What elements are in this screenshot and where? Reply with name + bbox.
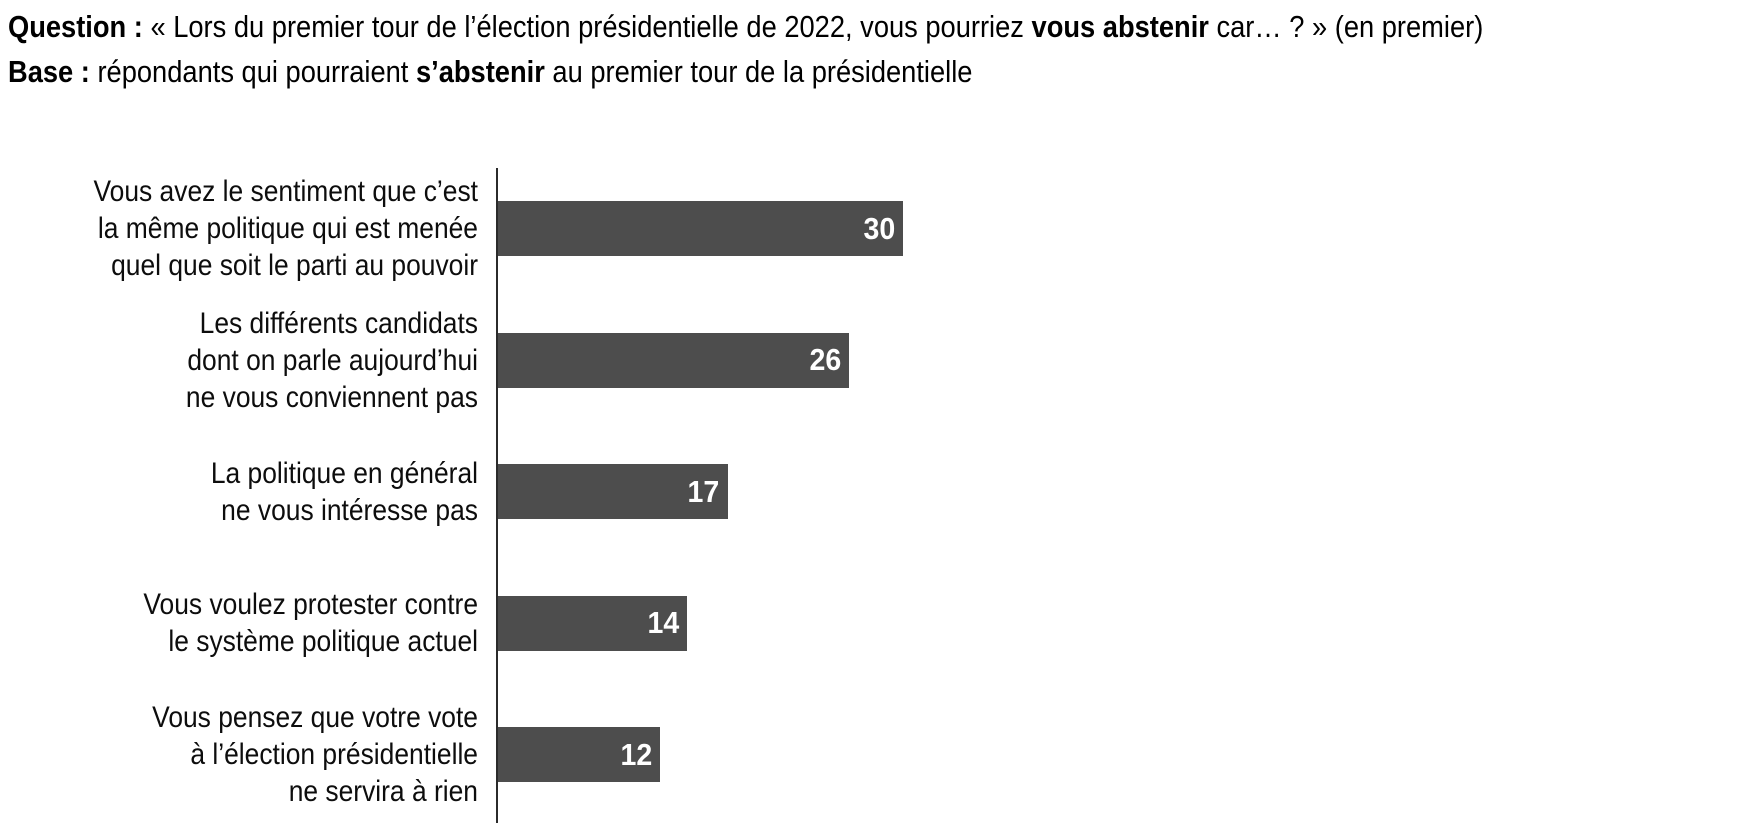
bar-value-label: 30 bbox=[862, 210, 895, 246]
bar: 14 bbox=[498, 595, 687, 651]
category-label: Vous avez le sentiment que c’est la même … bbox=[93, 175, 479, 283]
bar-value-label: 12 bbox=[619, 736, 652, 772]
category-label: Les différents candidats dont on parle au… bbox=[185, 306, 479, 414]
base-line: Base : répondants qui pourraient s’abste… bbox=[8, 49, 1483, 94]
base-bold-phrase: s’abstenir bbox=[415, 54, 545, 89]
y-axis-line bbox=[496, 168, 498, 823]
category-label: Vous voulez protester contre le système p… bbox=[143, 588, 478, 659]
bar-row: La politique en général ne vous intéresse… bbox=[0, 426, 1750, 558]
bar: 17 bbox=[498, 464, 728, 520]
bar-row: Vous pensez que votre vote à l’élection p… bbox=[0, 689, 1750, 821]
base-text: répondants qui pourraient bbox=[89, 54, 416, 89]
category-label: La politique en général ne vous intéresse… bbox=[210, 456, 479, 527]
base-text-end: au premier tour de la présidentielle bbox=[544, 54, 973, 89]
category-label: Vous pensez que votre vote à l’élection p… bbox=[152, 701, 478, 809]
bar: 30 bbox=[498, 201, 903, 257]
question-label: Question : bbox=[8, 9, 143, 44]
bar-value-label: 14 bbox=[646, 605, 679, 641]
question-bold-phrase: vous abstenir bbox=[1031, 9, 1209, 44]
bar: 12 bbox=[498, 727, 660, 783]
bar-row: Vous voulez protester contre le système p… bbox=[0, 558, 1750, 690]
question-line: Question : « Lors du premier tour de l’é… bbox=[8, 4, 1483, 49]
bar: 26 bbox=[498, 332, 849, 388]
bar-value-label: 26 bbox=[808, 342, 841, 378]
chart-header: Question : « Lors du premier tour de l’é… bbox=[8, 4, 1684, 94]
bar-row: Vous avez le sentiment que c’est la même … bbox=[0, 163, 1750, 295]
question-text: « Lors du premier tour de l’élection pré… bbox=[142, 9, 1032, 44]
bar-row: Les différents candidats dont on parle au… bbox=[0, 295, 1750, 427]
bar-rows: Vous avez le sentiment que c’est la même … bbox=[0, 163, 1750, 821]
question-text-end: car… ? » (en premier) bbox=[1208, 9, 1484, 44]
bar-value-label: 17 bbox=[687, 473, 720, 509]
base-label: Base : bbox=[8, 54, 90, 89]
